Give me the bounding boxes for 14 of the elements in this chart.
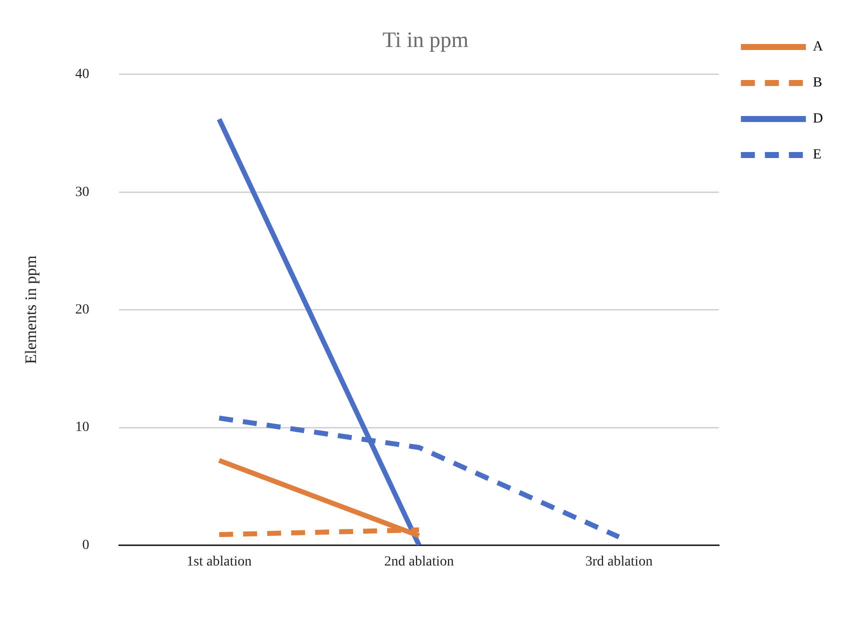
legend-label: E (812, 148, 822, 163)
y-tick-label: 30 (75, 184, 90, 200)
y-tick-label: 10 (75, 420, 90, 436)
legend-label: A (812, 40, 824, 55)
x-tick-label: 2nd ablation (384, 554, 454, 570)
x-tick-label: 1st ablation (186, 554, 252, 570)
y-tick-label: 40 (75, 67, 90, 82)
y-tick-label: 20 (75, 302, 90, 318)
legend-label: D (812, 112, 824, 127)
chart-title: Ti in ppm (382, 26, 469, 52)
legend-label: B (812, 76, 822, 91)
y-axis-title: Elements in ppm (22, 255, 40, 364)
x-tick-label: 3rd ablation (585, 554, 653, 570)
y-tick-label: 0 (82, 538, 90, 553)
